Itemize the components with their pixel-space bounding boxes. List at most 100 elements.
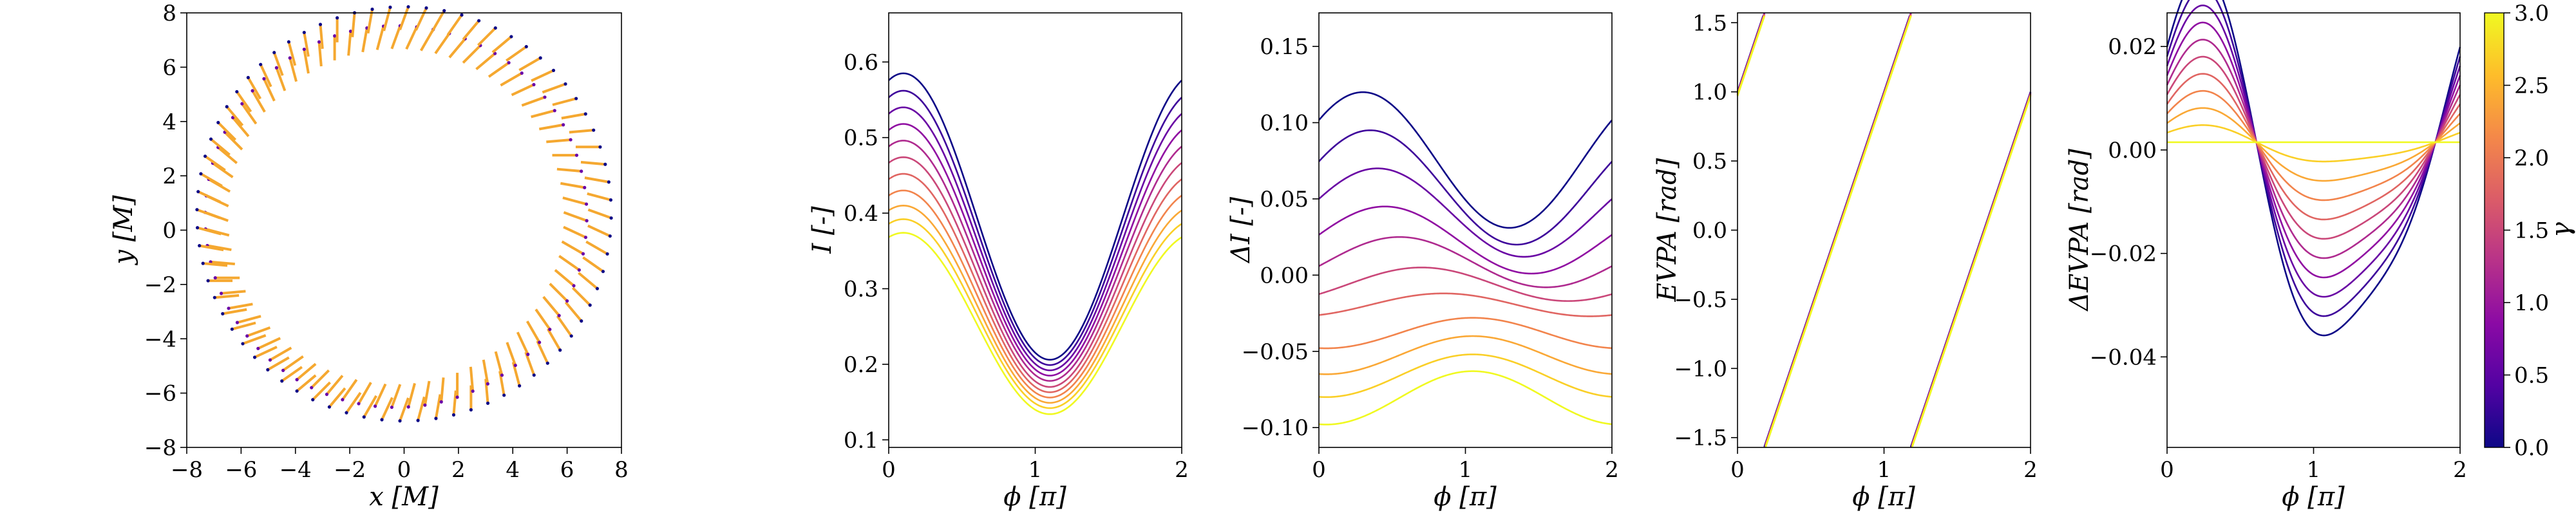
series-line [1318,129,1613,246]
x-axis-label: ϕ [π] [1434,482,1497,512]
stick-endpoint [500,373,504,377]
stick-endpoint [583,236,588,239]
axes-frame [186,12,622,448]
stick-endpoint [398,419,402,423]
stick-endpoint [507,61,511,65]
polarization-stick [506,45,527,62]
y-tick-label: −1.5 [1674,426,1727,451]
polarization-stick [251,89,266,113]
y-tick-label: 1.0 [1692,80,1727,106]
stick-endpoint [288,56,292,60]
polarization-stick [199,244,224,252]
polarization-stick [310,369,330,389]
polarization-stick [207,244,232,252]
polarization-stick [231,321,256,331]
series-line [888,123,1182,377]
stick-endpoint [317,40,321,44]
stick-endpoint [518,384,522,388]
stick-endpoint [345,411,348,415]
stick-endpoint [553,109,556,113]
ring-marks [195,5,613,423]
polarization-stick [552,97,577,106]
stick-endpoint [213,276,217,280]
series-line [888,189,1182,398]
stick-endpoint [502,393,506,397]
stick-endpoint [469,408,473,412]
stick-endpoint [406,5,410,9]
polarization-stick [390,25,402,50]
x-tick-label: 0 [1312,457,1326,483]
stick-endpoint [245,334,249,338]
polarization-stick [363,395,377,418]
polarization-stick [254,346,278,359]
stick-endpoint [230,327,234,331]
stick-endpoint [272,51,276,55]
x-tick-label: 1 [1028,457,1043,483]
series-line [1318,292,1613,317]
polarization-stick [204,155,226,172]
polarization-stick [263,78,276,102]
series-line [1318,91,1613,229]
stick-endpoint [569,334,573,338]
stick-endpoint [259,62,263,66]
x-tick-label: 6 [560,457,574,483]
stick-endpoint [196,190,200,194]
polarization-stick [558,254,580,271]
axes-frame [1318,12,1613,448]
colorbar-label: γ [2546,222,2576,238]
y-tick-label: −0.04 [2090,344,2157,370]
stick-endpoint [325,392,329,397]
polarization-stick [341,379,358,401]
y-tick-label: 0.1 [844,427,878,453]
polarization-stick [296,374,317,392]
polarization-stick [524,351,536,376]
y-tick-label: 0.02 [2108,34,2157,60]
stick-endpoint [609,216,613,220]
series-line [2166,39,2461,259]
x-axis-label: ϕ [π] [1003,482,1066,512]
x-tick-label: 2 [2023,457,2038,483]
series-line [2166,89,2461,201]
polarization-stick [221,290,246,295]
stick-endpoint [509,35,513,39]
y-axis-label: ΔI [-] [1226,197,1256,265]
series-line [1318,370,1613,426]
tick-group: 0 1 2 0.1 0.2 0.3 0.4 0.5 0.6 [844,50,1189,483]
y-axis-label: I [-] [808,206,837,254]
polarization-stick [578,272,598,290]
series-line [1318,236,1613,288]
polarization-stick [399,397,410,422]
polarization-stick [587,192,611,201]
stick-endpoint [423,403,427,407]
x-tick-label: 0 [1730,457,1745,483]
polarization-stick [289,57,298,82]
stick-endpoint [580,169,583,173]
polarization-stick [488,61,510,78]
stick-endpoint [607,180,611,184]
polarization-stick [197,226,222,236]
polarization-stick [506,342,517,366]
stick-endpoint [580,319,583,323]
stick-endpoint [460,13,464,17]
x-tick-label: −4 [279,457,312,483]
stick-endpoint [603,162,607,166]
stick-endpoint [543,95,547,99]
polarization-stick [484,379,489,404]
polarization-stick [225,106,244,127]
stick-endpoint [585,219,589,223]
polarization-stick [247,77,262,100]
stick-endpoint [380,418,384,422]
x-axis-label: ϕ [π] [2282,482,2345,512]
polarization-stick [351,12,356,37]
polarization-stick [585,240,609,256]
stick-endpoint [246,75,250,80]
y-axis-label: y [M] [109,195,138,266]
polarization-stick [223,131,243,151]
x-tick-label: 2 [1175,457,1189,483]
polarization-stick [475,52,496,71]
polarization-stick [549,283,569,302]
stick-endpoint [609,198,613,202]
stick-endpoint [251,89,254,93]
polarization-stick [405,26,418,50]
polarization-stick [423,380,431,406]
